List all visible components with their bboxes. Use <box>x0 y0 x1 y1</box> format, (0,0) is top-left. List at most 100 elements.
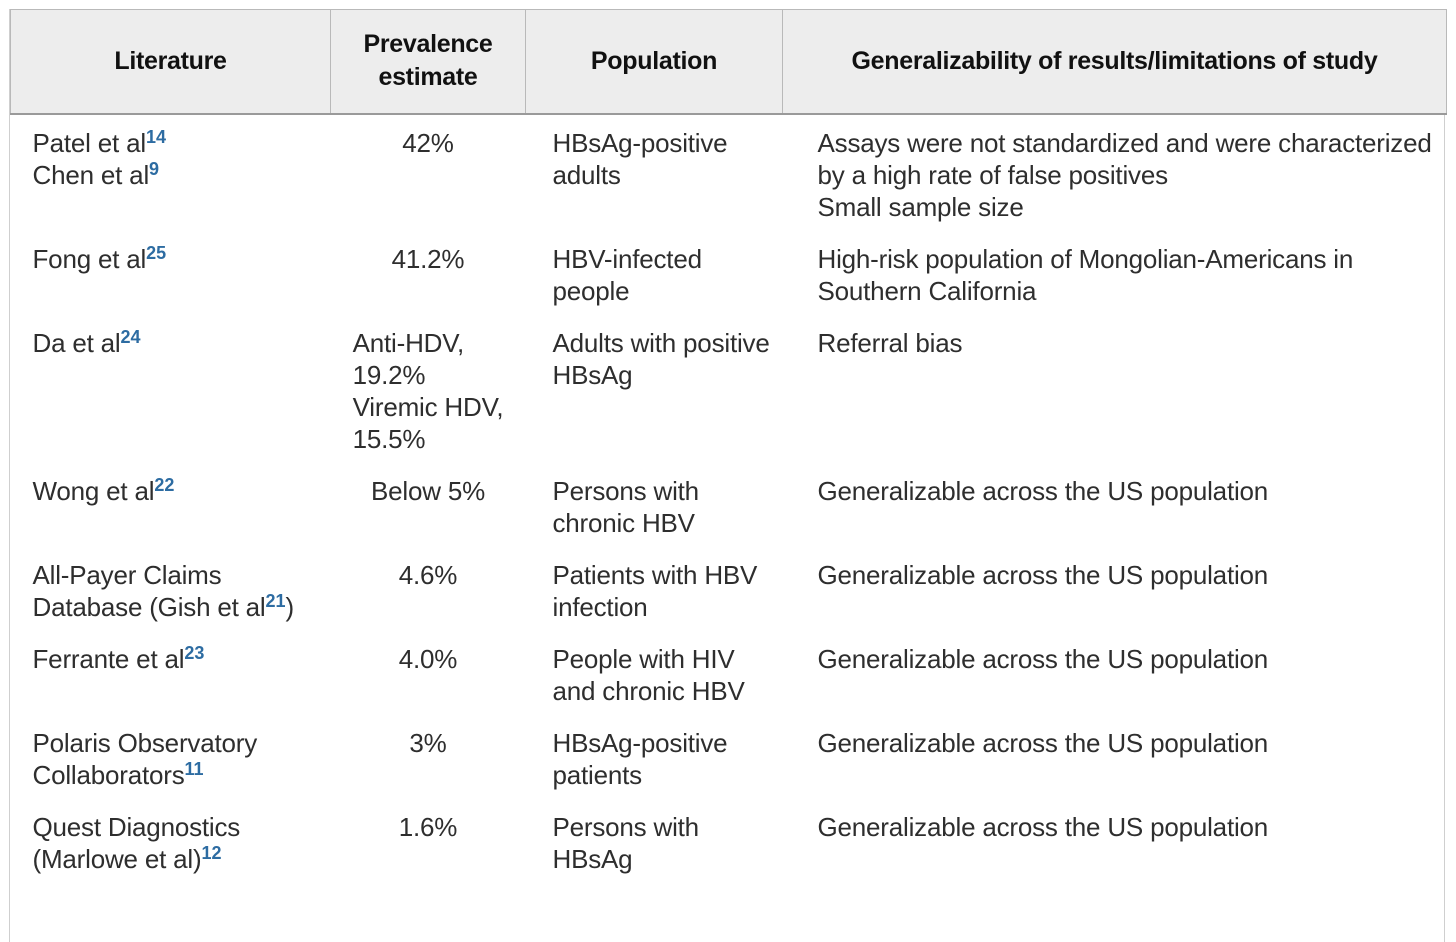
citation-link[interactable]: 22 <box>154 474 175 495</box>
prevalence-value: 4.6% <box>398 559 458 591</box>
population-cell: HBV-infected people <box>552 243 703 306</box>
prevalence-cell: Below 5% <box>331 463 526 547</box>
citation-link[interactable]: 25 <box>146 242 167 263</box>
generalizability-cell: Generalizable across the US population <box>783 547 1447 631</box>
study-name: Da et al <box>32 327 121 358</box>
generalizability-cell: Generalizable across the US population <box>783 715 1447 799</box>
generalizability-cell: Referral bias <box>783 315 1447 463</box>
citation-link[interactable]: 12 <box>201 842 222 863</box>
study-name: Patel et al <box>32 127 147 158</box>
prevalence-value: Below 5% <box>371 475 485 507</box>
study-reference: Da et al24 <box>33 327 301 359</box>
table-body: Patel et al14 Chen et al9 42% HBsAg-posi… <box>11 114 1447 883</box>
study-name: Ferrante et al <box>32 643 185 674</box>
prevalence-value: 3% <box>409 727 446 759</box>
study-name-suffix: ) <box>285 591 295 622</box>
study-reference: Wong et al22 <box>33 475 301 507</box>
table-container: Literature Prevalence estimate Populatio… <box>9 9 1447 942</box>
study-reference: Polaris Observatory Collaborators11 <box>33 727 301 791</box>
citation-link[interactable]: 23 <box>184 642 205 663</box>
citation-link[interactable]: 9 <box>149 158 160 179</box>
column-header-population: Population <box>525 9 783 115</box>
prevalence-cell: Anti-HDV, 19.2% Viremic HDV, 15.5% <box>331 315 526 463</box>
prevalence-line: 15.5% <box>352 423 426 454</box>
table-row: Ferrante et al23 4.0% People with HIV an… <box>11 631 1447 715</box>
table-row: Wong et al22 Below 5% Persons with chron… <box>11 463 1447 547</box>
prevalence-cell: 41.2% <box>331 231 526 315</box>
table-row: Patel et al14 Chen et al9 42% HBsAg-posi… <box>11 114 1447 231</box>
prevalence-line: 41.2% <box>391 243 465 274</box>
study-name: Wong et al <box>32 475 155 506</box>
generalizability-line: High-risk population of Mongolian-Americ… <box>817 243 1354 306</box>
generalizability-cell: High-risk population of Mongolian-Americ… <box>783 231 1447 315</box>
prevalence-value: Anti-HDV, 19.2% Viremic HDV, 15.5% <box>353 327 504 455</box>
literature-cell: Wong et al22 <box>11 463 331 547</box>
header-row: Literature Prevalence estimate Populatio… <box>10 9 1447 115</box>
generalizability-line: Generalizable across the US population <box>817 643 1269 674</box>
prevalence-line: 3% <box>409 727 447 758</box>
citation-link[interactable]: 11 <box>184 758 204 779</box>
generalizability-line: Generalizable across the US population <box>817 727 1269 758</box>
population-cell: Persons with chronic HBV <box>552 475 700 538</box>
study-reference: Patel et al14 <box>33 127 301 159</box>
literature-cell: Da et al24 <box>11 315 331 463</box>
generalizability-cell: Assays were not standardized and were ch… <box>783 114 1447 231</box>
table-row: All-Payer Claims Database (Gish et al21)… <box>11 547 1447 631</box>
population-cell: HBsAg-positive adults <box>552 127 728 190</box>
population-cell: Patients with HBV infection <box>552 559 758 622</box>
population-cell: Persons with HBsAg <box>552 811 700 874</box>
generalizability-line: Generalizable across the US population <box>817 475 1269 506</box>
prevalence-cell: 42% <box>331 114 526 231</box>
study-name: Quest Diagnostics (Marlowe et al) <box>32 811 241 874</box>
literature-cell: All-Payer Claims Database (Gish et al21) <box>11 547 331 631</box>
prevalence-value: 1.6% <box>398 811 458 843</box>
literature-cell: Polaris Observatory Collaborators11 <box>11 715 331 799</box>
population-cell: HBsAg-positive patients <box>552 727 728 790</box>
study-reference: Chen et al9 <box>33 159 301 191</box>
generalizability-line: Generalizable across the US population <box>817 811 1269 842</box>
literature-cell: Quest Diagnostics (Marlowe et al)12 <box>11 799 331 883</box>
generalizability-line: Assays were not standardized and were ch… <box>817 127 1432 190</box>
column-header-generalizability: Generalizability of results/limitations … <box>782 9 1447 115</box>
generalizability-cell: Generalizable across the US population <box>783 631 1447 715</box>
prevalence-line: 42% <box>402 127 454 158</box>
table-row: Fong et al25 41.2% HBV-infected people H… <box>11 231 1447 315</box>
literature-cell: Fong et al25 <box>11 231 331 315</box>
prevalence-cell: 1.6% <box>331 799 526 883</box>
study-name: Polaris Observatory Collaborators <box>32 727 258 790</box>
table-row: Quest Diagnostics (Marlowe et al)12 1.6%… <box>11 799 1447 883</box>
column-header-prevalence-estimate: Prevalence estimate <box>330 9 526 115</box>
study-name: Fong et al <box>32 243 147 274</box>
prevalence-value: 42% <box>402 127 454 159</box>
column-header-literature: Literature <box>10 9 331 115</box>
literature-cell: Ferrante et al23 <box>11 631 331 715</box>
generalizability-line: Small sample size <box>817 191 1024 222</box>
prevalence-line: 4.6% <box>398 559 458 590</box>
generalizability-cell: Generalizable across the US population <box>783 463 1447 547</box>
prevalence-line: 4.0% <box>398 643 458 674</box>
literature-prevalence-table: Literature Prevalence estimate Populatio… <box>10 9 1447 883</box>
prevalence-line: Viremic HDV, <box>352 391 504 422</box>
study-reference: All-Payer Claims Database (Gish et al21) <box>33 559 301 623</box>
prevalence-line: 19.2% <box>352 359 426 390</box>
study-reference: Ferrante et al23 <box>33 643 301 675</box>
citation-link[interactable]: 24 <box>120 326 141 347</box>
prevalence-line: Anti-HDV, <box>352 327 465 358</box>
prevalence-value: 41.2% <box>392 243 465 275</box>
generalizability-cell: Generalizable across the US population <box>783 799 1447 883</box>
generalizability-line: Referral bias <box>817 327 963 358</box>
prevalence-cell: 4.0% <box>331 631 526 715</box>
prevalence-cell: 4.6% <box>331 547 526 631</box>
table-header: Literature Prevalence estimate Populatio… <box>10 9 1447 115</box>
prevalence-cell: 3% <box>331 715 526 799</box>
citation-link[interactable]: 14 <box>145 126 166 147</box>
study-name: Chen et al <box>32 159 150 190</box>
study-reference: Fong et al25 <box>33 243 301 275</box>
study-reference: Quest Diagnostics (Marlowe et al)12 <box>33 811 301 875</box>
prevalence-line: Below 5% <box>370 475 486 506</box>
generalizability-line: Generalizable across the US population <box>817 559 1269 590</box>
table-row: Polaris Observatory Collaborators11 3% H… <box>11 715 1447 799</box>
population-cell: Adults with positive HBsAg <box>552 327 770 390</box>
prevalence-line: 1.6% <box>398 811 458 842</box>
citation-link[interactable]: 21 <box>265 590 286 611</box>
